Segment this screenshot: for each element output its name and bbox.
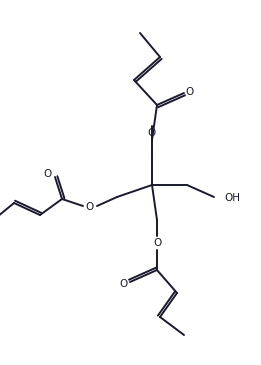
Text: O: O [153,238,161,248]
Text: OH: OH [224,193,240,203]
Text: O: O [186,87,194,97]
Text: O: O [119,279,127,289]
Text: O: O [148,128,156,138]
Text: O: O [86,202,94,212]
Text: O: O [44,169,52,179]
